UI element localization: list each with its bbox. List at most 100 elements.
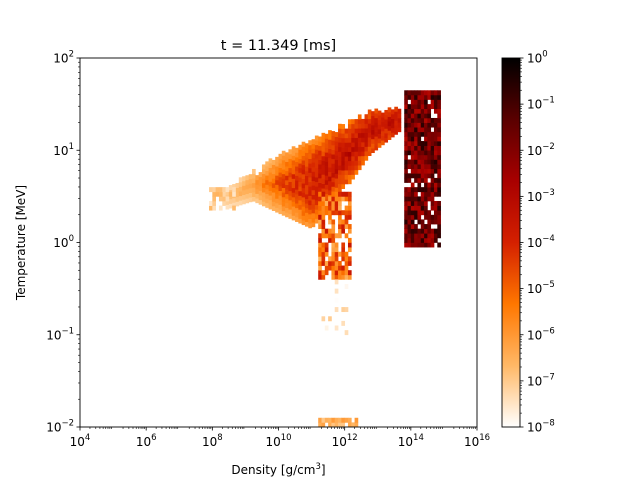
heatmap-cell [347,133,352,139]
heatmap-cell [437,205,441,211]
heatmap-cell [437,219,441,225]
heatmap-cell [298,213,303,219]
heatmap-cell [410,237,415,243]
heatmap-cell [304,157,309,163]
heatmap-cell [334,260,339,266]
heatmap-cell [258,195,263,201]
heatmap-cell [268,195,273,201]
heatmap-cell [417,141,422,146]
heatmap-cell [298,209,303,215]
heatmap-cell [321,196,326,202]
heatmap-cell [314,213,319,219]
heatmap-cell [417,177,422,183]
heatmap-cell [281,160,286,165]
heatmap-cell [314,158,319,164]
heatmap-cell [347,205,352,211]
heatmap-cell [424,191,428,197]
heatmap-cell [344,147,349,152]
colorbar-tick-label: 10−3 [527,188,555,204]
heatmap-cell [420,127,425,133]
heatmap-cell [308,223,312,229]
heatmap-cell [344,219,349,225]
heatmap-cell [410,173,415,179]
heatmap-cell [271,173,276,179]
heatmap-cell [252,173,256,179]
heatmap-cell [331,144,336,150]
heatmap-cell [420,228,425,234]
heatmap-cell [410,205,415,211]
heatmap-cell [344,156,349,162]
heatmap-cell [281,150,286,156]
heatmap-cell [298,186,303,192]
heatmap-cell [331,247,336,253]
heatmap-cell [414,228,418,234]
heatmap-cell [424,214,428,220]
heatmap-cell [361,155,365,161]
heatmap-cell [255,179,259,185]
heatmap-cell [288,190,293,196]
x-axis-ticks: 104 106 108 1010 1012 1014 1016 [70,427,490,449]
heatmap-cell [384,137,389,143]
heatmap-cell [311,157,316,163]
heatmap-cell [437,187,441,193]
heatmap-cell [367,141,372,147]
heatmap-cell [354,160,359,166]
heatmap-cell [410,233,415,239]
heatmap-cell [218,187,223,193]
heatmap-cell [410,200,415,206]
heatmap-cell [301,187,306,193]
heatmap-cell [427,94,432,100]
heatmap-cell [338,123,342,129]
heatmap-cell [331,219,336,225]
heatmap-cell [238,186,243,192]
heatmap-cell [271,201,276,207]
heatmap-cell [351,133,355,138]
heatmap-cell [291,173,296,179]
heatmap-cell [334,247,339,253]
heatmap-cell [420,168,425,174]
heatmap-cell [437,122,441,128]
heatmap-cell [209,200,213,206]
heatmap-cell [252,192,256,197]
heatmap-cell [235,187,240,193]
heatmap-cell [275,193,279,199]
heatmap-cell [311,189,316,195]
heatmap-cell [334,200,339,206]
heatmap-cell [248,188,253,193]
heatmap-cell [295,166,299,172]
heatmap-cell [298,163,303,169]
heatmap-cell [407,164,412,170]
heatmap-cell [328,205,332,211]
heatmap-cell [311,194,316,200]
heatmap-cell [361,123,365,129]
heatmap-cell [437,159,441,165]
colorbar-tick-label: 10−7 [527,372,555,388]
heatmap-cell [357,146,362,152]
heatmap-cell [261,192,266,198]
heatmap-cell [384,128,389,134]
heatmap-cell [225,199,230,205]
heatmap-cell [285,175,289,181]
heatmap-cell [321,132,326,138]
heatmap-cell [430,94,435,100]
heatmap-cell [367,114,372,120]
heatmap-cell [404,187,408,193]
heatmap-cell [271,178,276,184]
heatmap-cell [314,209,319,215]
heatmap-cell [261,187,266,193]
heatmap-cell [437,94,441,100]
heatmap-cell [374,113,379,119]
heatmap-cell [374,131,379,137]
heatmap-cell [427,242,432,248]
heatmap-cell [318,159,322,165]
heatmap-cell [420,210,425,216]
heatmap-cell [420,200,425,206]
heatmap-cell [324,138,329,144]
heatmap-cell [420,177,425,183]
heatmap-cell [301,206,306,212]
heatmap-cell [314,186,319,192]
heatmap-cell [321,200,326,206]
heatmap-cell [384,114,389,120]
heatmap-cell [430,228,435,234]
heatmap-cell [248,174,253,180]
